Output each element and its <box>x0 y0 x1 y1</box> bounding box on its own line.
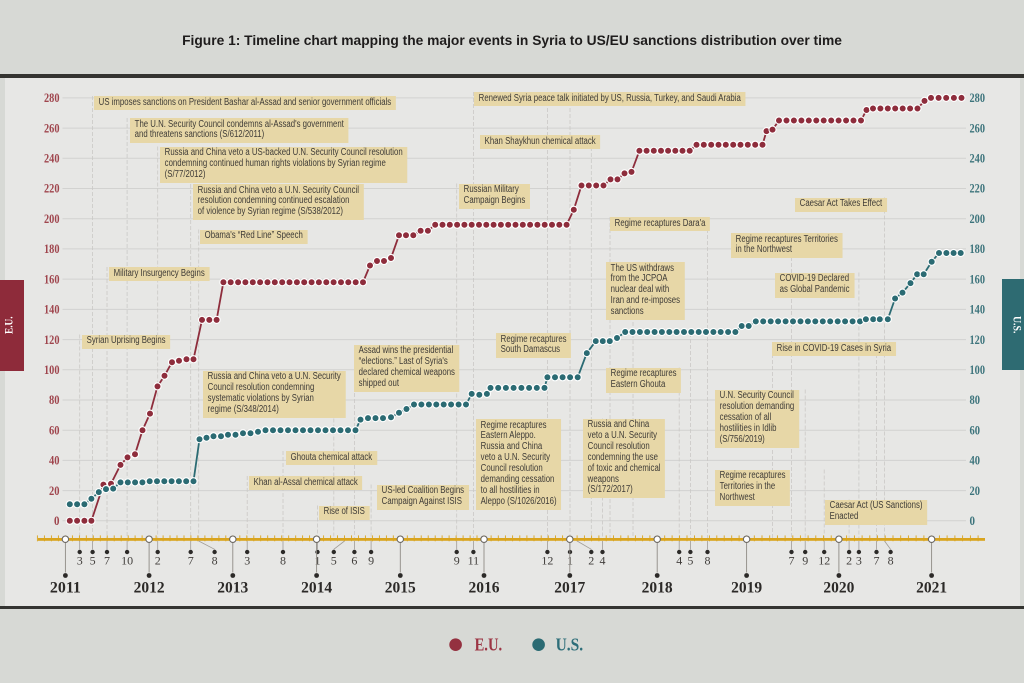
svg-text:1: 1 <box>315 554 321 568</box>
svg-text:200: 200 <box>970 212 986 226</box>
svg-text:100: 100 <box>970 363 986 377</box>
svg-text:2015: 2015 <box>385 579 416 596</box>
svg-text:180: 180 <box>44 242 60 256</box>
svg-text:3: 3 <box>856 554 862 568</box>
svg-text:2014: 2014 <box>301 579 332 596</box>
svg-text:7: 7 <box>789 554 795 568</box>
svg-text:20: 20 <box>970 484 981 498</box>
svg-text:2: 2 <box>155 554 161 568</box>
svg-text:3: 3 <box>244 554 250 568</box>
svg-text:5: 5 <box>331 554 337 568</box>
svg-text:140: 140 <box>44 303 60 317</box>
svg-text:120: 120 <box>44 333 60 347</box>
svg-text:160: 160 <box>44 272 60 286</box>
svg-text:8: 8 <box>888 554 894 568</box>
svg-text:8: 8 <box>705 554 711 568</box>
svg-text:240: 240 <box>44 152 60 166</box>
svg-text:2: 2 <box>588 554 594 568</box>
svg-text:80: 80 <box>49 393 60 407</box>
svg-text:7: 7 <box>104 554 110 568</box>
svg-text:4: 4 <box>676 554 682 568</box>
svg-text:2011: 2011 <box>50 579 81 596</box>
svg-text:9: 9 <box>454 554 460 568</box>
svg-text:280: 280 <box>970 91 986 105</box>
svg-text:12: 12 <box>541 554 553 568</box>
svg-text:8: 8 <box>280 554 286 568</box>
svg-text:260: 260 <box>970 121 986 135</box>
svg-text:0: 0 <box>970 514 976 528</box>
svg-text:2013: 2013 <box>217 579 248 596</box>
svg-text:8: 8 <box>212 554 218 568</box>
svg-text:240: 240 <box>970 152 986 166</box>
svg-text:160: 160 <box>970 272 986 286</box>
svg-text:10: 10 <box>121 554 133 568</box>
svg-text:3: 3 <box>77 554 83 568</box>
svg-text:40: 40 <box>49 454 60 468</box>
svg-text:100: 100 <box>44 363 60 377</box>
svg-text:200: 200 <box>44 212 60 226</box>
svg-text:4: 4 <box>600 554 606 568</box>
svg-text:140: 140 <box>970 303 986 317</box>
svg-text:2021: 2021 <box>916 579 947 596</box>
svg-text:2017: 2017 <box>554 579 585 596</box>
svg-text:40: 40 <box>970 454 981 468</box>
svg-text:2018: 2018 <box>642 579 673 596</box>
svg-text:2016: 2016 <box>469 579 500 596</box>
svg-text:220: 220 <box>44 182 60 196</box>
svg-text:7: 7 <box>188 554 194 568</box>
svg-text:120: 120 <box>970 333 986 347</box>
svg-text:220: 220 <box>970 182 986 196</box>
svg-text:11: 11 <box>468 554 480 568</box>
svg-text:2019: 2019 <box>731 579 762 596</box>
svg-text:280: 280 <box>44 91 60 105</box>
svg-text:2012: 2012 <box>134 579 165 596</box>
svg-text:180: 180 <box>970 242 986 256</box>
svg-text:60: 60 <box>49 423 60 437</box>
svg-text:0: 0 <box>54 514 60 528</box>
svg-text:12: 12 <box>818 554 830 568</box>
svg-text:5: 5 <box>90 554 96 568</box>
svg-text:5: 5 <box>687 554 693 568</box>
svg-text:2020: 2020 <box>823 579 854 596</box>
svg-text:20: 20 <box>49 484 60 498</box>
svg-text:2: 2 <box>846 554 852 568</box>
svg-text:60: 60 <box>970 423 981 437</box>
svg-text:7: 7 <box>874 554 880 568</box>
svg-text:260: 260 <box>44 121 60 135</box>
svg-text:9: 9 <box>802 554 808 568</box>
svg-text:6: 6 <box>351 554 357 568</box>
svg-text:9: 9 <box>368 554 374 568</box>
svg-text:80: 80 <box>970 393 981 407</box>
